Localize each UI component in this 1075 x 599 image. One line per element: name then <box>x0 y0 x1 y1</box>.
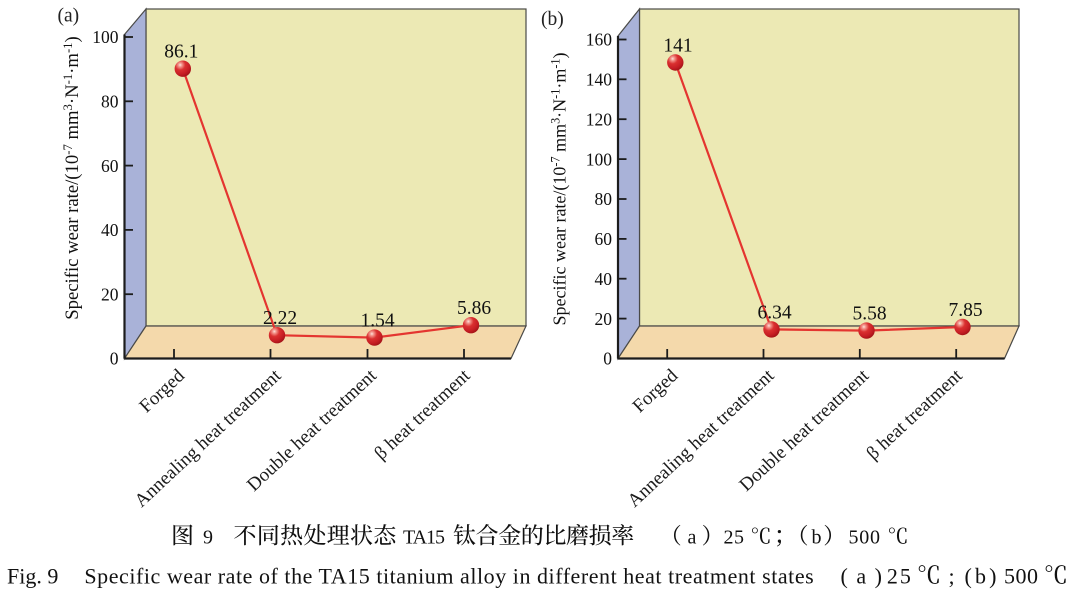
svg-text:60: 60 <box>101 156 119 176</box>
svg-text:60: 60 <box>595 229 613 249</box>
svg-text:100: 100 <box>92 27 119 47</box>
svg-text:100: 100 <box>586 149 613 169</box>
svg-text:(b): (b) <box>541 9 564 30</box>
svg-text:80: 80 <box>101 92 119 112</box>
svg-text:a: a <box>688 527 697 549</box>
svg-text:7.85: 7.85 <box>948 300 982 321</box>
svg-text:120: 120 <box>586 109 613 129</box>
svg-text:160: 160 <box>586 30 613 50</box>
svg-text:(a): (a) <box>841 564 883 589</box>
svg-text:6.34: 6.34 <box>757 302 791 323</box>
svg-text:0: 0 <box>603 349 612 369</box>
svg-text:1.54: 1.54 <box>360 311 394 332</box>
svg-text:;: ; <box>949 564 955 589</box>
svg-text:40: 40 <box>595 269 613 289</box>
svg-text:Specific wear rate of the TA15: Specific wear rate of the TA15 titanium … <box>84 564 813 589</box>
svg-text:140: 140 <box>586 70 613 90</box>
svg-text:25: 25 <box>724 527 745 549</box>
svg-text:5.86: 5.86 <box>457 298 491 319</box>
svg-text:5.58: 5.58 <box>852 304 886 325</box>
svg-text:2.22: 2.22 <box>263 308 297 329</box>
svg-text:141: 141 <box>663 36 692 57</box>
svg-text:500: 500 <box>849 527 881 549</box>
svg-text:9: 9 <box>203 527 213 549</box>
svg-text:80: 80 <box>595 189 613 209</box>
svg-text:20: 20 <box>595 309 613 329</box>
svg-text:(b): (b) <box>965 564 997 589</box>
svg-text:0: 0 <box>110 349 119 369</box>
svg-text:Fig. 9: Fig. 9 <box>7 564 58 589</box>
svg-text:20: 20 <box>101 284 119 304</box>
svg-text:500: 500 <box>1004 564 1038 589</box>
svg-text:86.1: 86.1 <box>164 42 198 63</box>
svg-text:TA15: TA15 <box>403 527 445 549</box>
svg-text:(a): (a) <box>58 6 80 27</box>
svg-text:40: 40 <box>101 220 119 240</box>
svg-text:b: b <box>812 527 822 549</box>
